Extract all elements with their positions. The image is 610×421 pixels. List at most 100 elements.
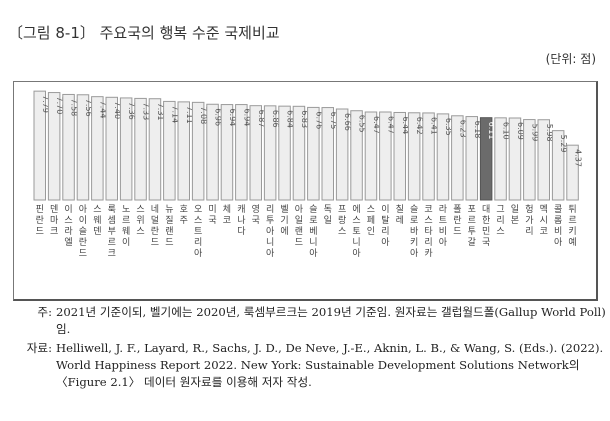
- bar: [407, 112, 421, 201]
- data-label: 5.99: [530, 124, 539, 142]
- data-label: 7.44: [98, 101, 107, 119]
- data-label: 7.31: [156, 103, 165, 121]
- bar: [451, 115, 464, 201]
- bar: [523, 119, 536, 201]
- data-label: 6.23: [458, 120, 467, 138]
- bar-chart: 7.79 핀 란 드 7.70 덴 마 크 7.58 이 스 라 엘 7.56 아 이 슬 란 드 7.44 스 웨 덴 7.…: [33, 90, 583, 259]
- data-label: 6.66: [343, 113, 352, 131]
- bar: [465, 116, 478, 201]
- data-label: 7.33: [142, 102, 151, 120]
- data-label: 6.96: [214, 108, 223, 126]
- data-label: 4.37: [574, 149, 583, 167]
- data-label: 7.11: [185, 106, 194, 124]
- data-label: 6.09: [516, 122, 525, 140]
- chart-frame: 7.79 핀 란 드 7.70 덴 마 크 7.58 이 스 라 엘 7.56 아 이 슬 란 드 7.44 스 웨 덴 7.…: [13, 81, 598, 301]
- bar: [278, 105, 291, 201]
- note: 주: 2021년 기준이되, 벨기에는 2020년, 룩셈부르크는 2019년 …: [12, 304, 610, 340]
- data-label: 6.87: [257, 110, 266, 128]
- bar: [537, 119, 550, 201]
- data-label: 6.47: [372, 116, 381, 134]
- bar: [148, 98, 162, 201]
- bar: [494, 117, 507, 201]
- bar: [551, 130, 565, 201]
- data-label: 6.44: [401, 116, 410, 134]
- source-label: 자료:: [26, 341, 52, 355]
- bar: [119, 97, 133, 201]
- figure-title: 〔그림 8-1〕 주요국의 행복 수준 국제비교: [8, 24, 280, 42]
- data-label: 6.11: [487, 122, 496, 140]
- bar: [206, 103, 219, 201]
- data-label: 6.35: [444, 118, 453, 136]
- source: 자료: Helliwell, J. F., Layard, R., Sachs,…: [12, 340, 610, 394]
- data-label: 7.14: [170, 105, 179, 123]
- bar: [263, 105, 277, 201]
- source-text: Helliwell, J. F., Layard, R., Sachs, J. …: [56, 341, 604, 389]
- data-label: 7.08: [199, 106, 208, 124]
- bar: [321, 107, 334, 201]
- bar: [33, 90, 46, 201]
- bar: [335, 108, 349, 201]
- data-label: 5.98: [545, 124, 554, 142]
- note-text: 2021년 기준이되, 벨기에는 2020년, 룩셈부르크는 2019년 기준임…: [56, 305, 606, 336]
- data-label: 7.36: [127, 102, 136, 120]
- unit-label: (단위: 점): [545, 52, 596, 66]
- data-label: 7.70: [55, 97, 64, 115]
- bar: [191, 101, 205, 201]
- data-label: 6.94: [242, 109, 251, 127]
- data-label: 6.83: [300, 110, 309, 128]
- data-label: 6.75: [329, 112, 338, 130]
- data-label: 7.58: [70, 98, 79, 116]
- data-label: 5.29: [559, 135, 568, 153]
- bar: [307, 106, 320, 201]
- bar: [91, 96, 104, 201]
- note-label: 주:: [37, 305, 52, 319]
- data-label: 6.86: [271, 110, 280, 128]
- bar: [76, 94, 90, 201]
- data-label: 6.55: [358, 115, 367, 133]
- data-label: 6.94: [228, 109, 237, 127]
- bar: [292, 105, 306, 201]
- data-label: 6.18: [473, 121, 482, 139]
- bar: [62, 93, 75, 201]
- bar: [134, 97, 147, 201]
- data-label: 6.42: [415, 117, 424, 135]
- bar: [436, 113, 450, 201]
- bar: [47, 92, 61, 201]
- bar: [566, 144, 579, 201]
- data-label: 6.41: [430, 117, 439, 135]
- bar: [364, 111, 378, 201]
- bar: [393, 111, 406, 201]
- bar: [220, 104, 234, 201]
- data-label: 7.79: [41, 95, 50, 113]
- bar: [235, 104, 248, 201]
